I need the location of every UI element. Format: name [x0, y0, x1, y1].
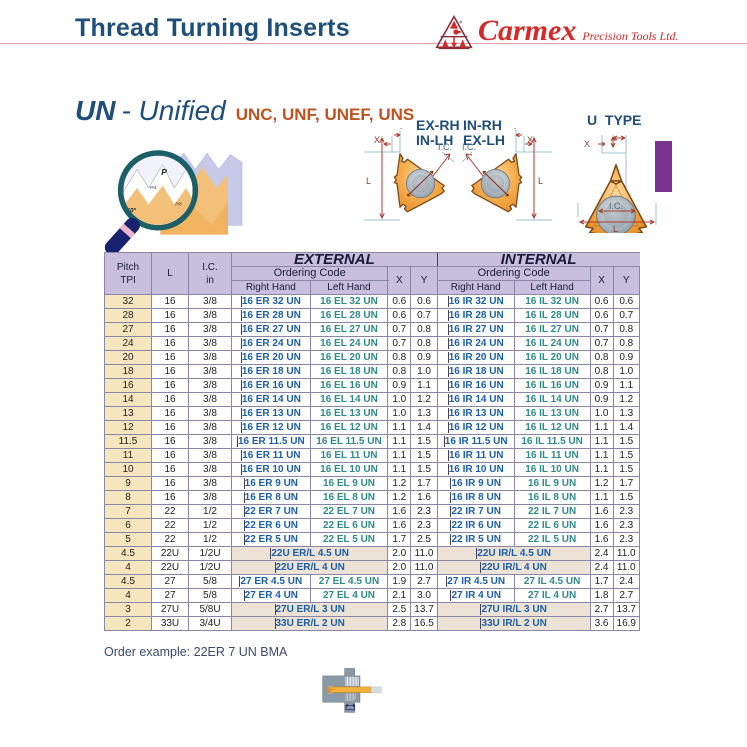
- svg-text:L: L: [613, 224, 618, 233]
- svg-text:Y: Y: [616, 133, 622, 135]
- svg-text:X: X: [584, 139, 590, 149]
- svg-text:I.C.: I.C.: [462, 142, 476, 152]
- svg-text:I.C.: I.C.: [438, 142, 452, 152]
- svg-text:P: P: [161, 167, 167, 177]
- svg-text:Y: Y: [398, 128, 404, 131]
- svg-text:X: X: [374, 135, 380, 145]
- svg-text:I.C.: I.C.: [609, 201, 623, 211]
- svg-text:Y: Y: [512, 128, 518, 131]
- svg-text:P/8: P/8: [175, 202, 182, 207]
- svg-text:X: X: [527, 135, 533, 145]
- svg-text:L: L: [366, 176, 371, 186]
- svg-text:P/4: P/4: [150, 185, 157, 190]
- svg-text:L: L: [538, 176, 543, 186]
